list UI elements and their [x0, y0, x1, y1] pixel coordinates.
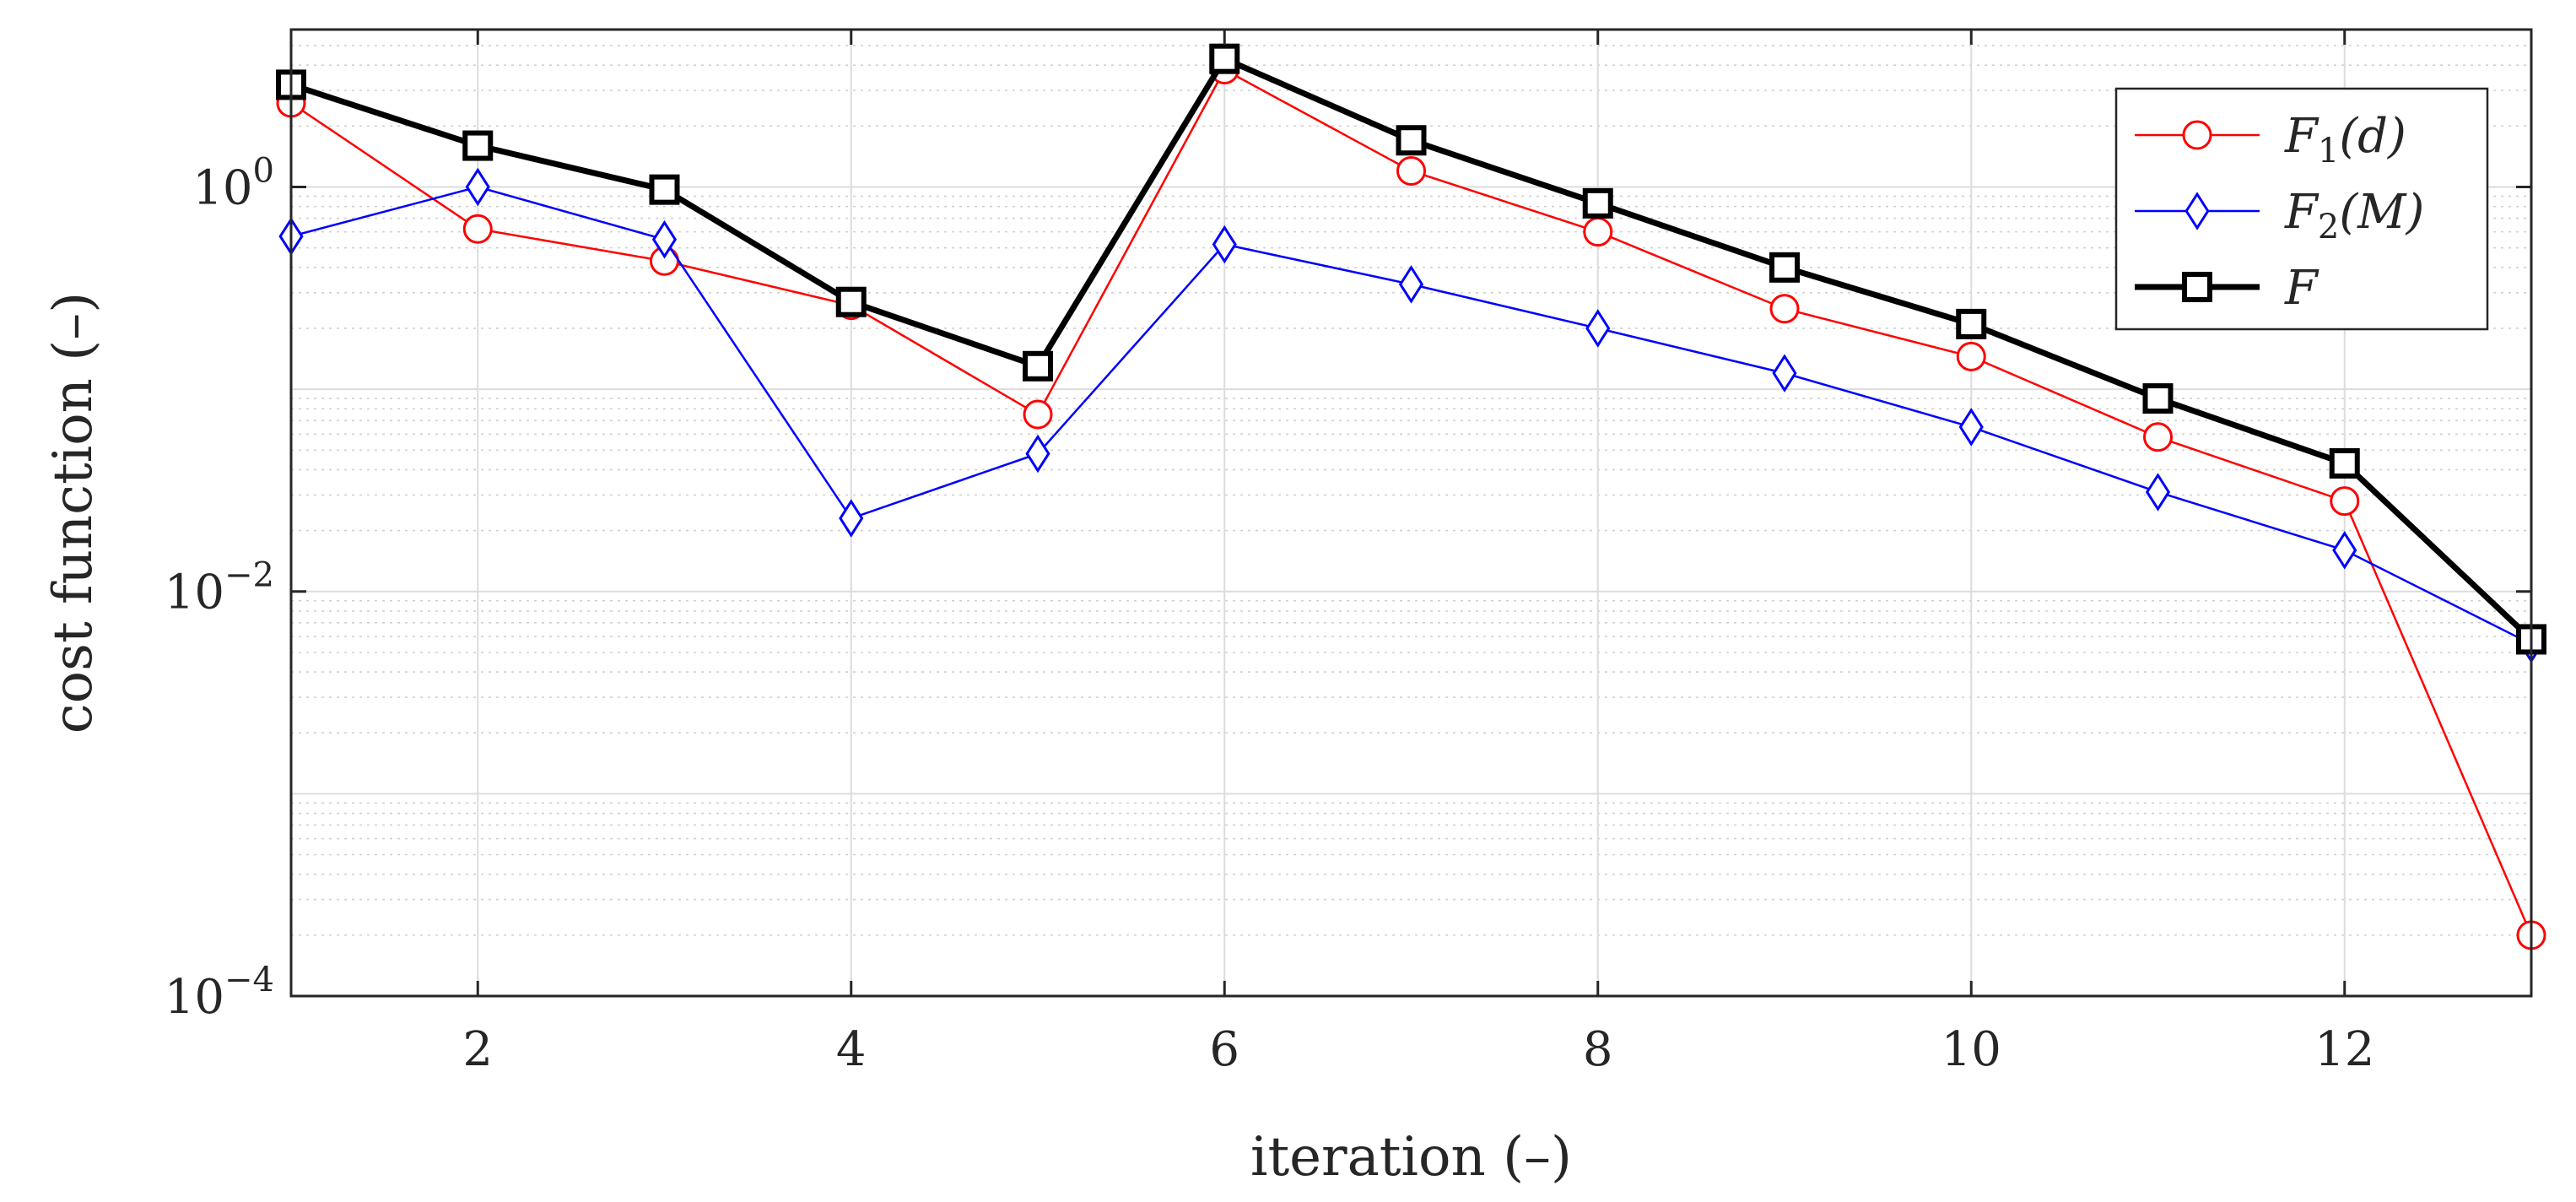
diamond-marker [1025, 434, 1050, 474]
circle-marker [1769, 294, 1800, 324]
x-tick-label: 4 [836, 1022, 867, 1077]
diamond-marker [1585, 309, 1611, 348]
square-marker [1209, 43, 1240, 74]
legend-label: F [2284, 261, 2319, 316]
square-marker [835, 286, 867, 317]
series-diamond [278, 167, 2544, 663]
x-tick-label: 2 [462, 1022, 493, 1077]
square-marker [2329, 447, 2360, 479]
square-marker [462, 130, 494, 161]
y-tick-text: 10−4 [165, 961, 274, 1025]
square-marker [1956, 308, 1987, 339]
circle-marker [1583, 217, 1613, 247]
circle-marker [1396, 155, 1426, 186]
circle-marker [1023, 399, 1053, 430]
x-tick-labels: 2 4 6 8 10 12 [462, 1022, 2374, 1077]
y-tick-labels: 10−4 10−2 100 [165, 151, 274, 1025]
legend-entry: F [2135, 261, 2319, 316]
x-tick-label: 10 [1941, 1022, 2001, 1077]
diamond-marker [2332, 531, 2357, 570]
legend-label: F1(d) [2284, 109, 2406, 171]
square-marker [2142, 383, 2174, 414]
diamond-marker [1772, 354, 1797, 393]
legend: F1(d) F2(M) F [2114, 87, 2489, 331]
square-marker [649, 174, 680, 205]
y-tick-text: 10−2 [165, 556, 274, 620]
legend-entry: F2(M) [2135, 185, 2424, 246]
diamond-marker [1212, 225, 1237, 264]
square-marker [2182, 272, 2212, 302]
circle-marker [462, 214, 493, 244]
axis-ticks [291, 30, 2531, 998]
y-tick-label: 100 [192, 151, 274, 215]
y-tick-label: 10−2 [165, 556, 274, 620]
circle-marker [2143, 422, 2173, 452]
x-tick-label: 6 [1209, 1022, 1239, 1077]
square-marker [1023, 350, 1053, 382]
series-layer [276, 43, 2546, 950]
axes-box [289, 28, 2533, 998]
diamond-marker [1398, 265, 1424, 304]
square-marker [1769, 252, 1800, 283]
legend-label: F2(M) [2284, 185, 2424, 246]
y-tick-label: 10−4 [165, 961, 274, 1025]
y-tick-text: 100 [192, 151, 274, 215]
diamond-marker [1958, 408, 1984, 447]
circle-marker [1956, 341, 1986, 371]
x-tick-label: 12 [2314, 1022, 2374, 1077]
x-tick-label: 8 [1583, 1022, 1613, 1077]
legend-entry: F1(d) [2135, 109, 2406, 171]
x-axis-label: iteration (–) [1250, 1126, 1572, 1188]
diamond-marker [465, 167, 490, 207]
diamond-marker [839, 499, 864, 538]
square-marker [1396, 125, 1427, 156]
y-axis-label: cost function (–) [42, 292, 105, 734]
diamond-marker [651, 219, 678, 259]
circle-marker [2182, 120, 2212, 150]
diamond-marker [2184, 192, 2210, 230]
diamond-marker [2145, 473, 2171, 512]
square-marker [1582, 187, 1613, 219]
circle-marker [2330, 486, 2360, 517]
